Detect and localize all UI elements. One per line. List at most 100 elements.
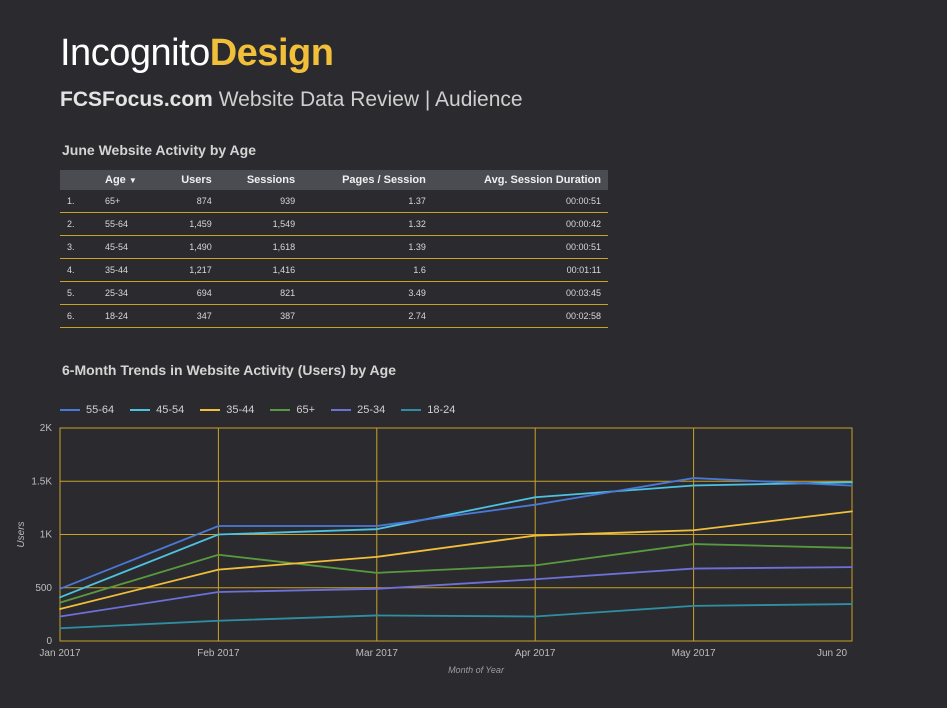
cell-age: 18-24: [98, 304, 160, 328]
cell-pages-per-session: 3.49: [302, 281, 433, 305]
header-age-label: Age: [105, 174, 126, 186]
data-point-18-24: [851, 603, 853, 605]
data-point-45-54: [59, 596, 61, 599]
x-tick-label: Jan 2017: [39, 648, 81, 659]
cell-sessions: 821: [218, 281, 303, 305]
data-point-25-34: [534, 578, 537, 581]
subtitle-site: FCSFocus.com: [60, 88, 213, 111]
x-tick-label: Feb 2017: [197, 648, 240, 659]
series-line-65+: [59, 543, 853, 604]
data-point-35-44: [851, 510, 853, 513]
y-tick-label: 500: [35, 583, 52, 594]
header-pages-per-session[interactable]: Pages / Session: [342, 174, 426, 186]
data-point-65+: [851, 547, 853, 549]
cell-age: 25-34: [98, 281, 160, 305]
data-point-65+: [59, 601, 61, 604]
data-point-55-64: [534, 503, 537, 506]
data-point-55-64: [851, 484, 853, 487]
data-point-18-24: [59, 627, 61, 630]
row-index: 3.: [60, 235, 98, 259]
legend-label: 18-24: [427, 404, 456, 416]
header-avg-session-duration[interactable]: Avg. Session Duration: [484, 174, 601, 186]
logo: IncognitoDesign: [60, 32, 334, 74]
legend-swatch: [401, 409, 422, 411]
x-tick-label: Jun 20: [817, 648, 847, 659]
series-line-25-34: [59, 566, 853, 618]
row-index: 4.: [60, 258, 98, 282]
logo-text-part2: Design: [209, 32, 334, 74]
legend-item-25-34[interactable]: 25-34: [331, 404, 385, 416]
y-axis-label: Users: [16, 521, 27, 547]
data-point-25-34: [375, 587, 378, 590]
sort-desc-icon[interactable]: ▼: [128, 176, 137, 185]
chart-legend: 55-64 45-54 35-44 65+ 25-34 18-24: [60, 404, 455, 416]
header-users[interactable]: Users: [181, 174, 212, 186]
legend-item-65+[interactable]: 65+: [270, 404, 315, 416]
legend-item-35-44[interactable]: 35-44: [200, 404, 254, 416]
cell-pages-per-session: 1.39: [302, 235, 433, 259]
row-index: 6.: [60, 304, 98, 328]
cell-users: 1,459: [159, 212, 219, 236]
data-point-45-54: [217, 533, 220, 536]
data-point-18-24: [534, 615, 537, 618]
header-age[interactable]: Age ▼: [98, 170, 159, 190]
cell-avg-duration: 00:02:58: [432, 304, 608, 328]
row-index: 1.: [60, 190, 98, 213]
legend-label: 65+: [296, 404, 316, 416]
row-index: 5.: [60, 281, 98, 305]
page-subtitle: FCSFocus.com Website Data Review | Audie…: [60, 88, 523, 112]
data-point-25-34: [851, 566, 853, 568]
cell-avg-duration: 00:01:11: [432, 258, 608, 282]
cell-avg-duration: 00:00:51: [432, 235, 608, 259]
x-tick-label: Mar 2017: [356, 648, 399, 659]
data-point-65+: [375, 571, 378, 574]
data-point-65+: [217, 553, 220, 556]
legend-swatch: [200, 409, 221, 411]
cell-avg-duration: 00:00:42: [432, 212, 608, 236]
cell-users: 1,490: [159, 235, 219, 259]
legend-swatch: [331, 409, 352, 411]
series-line-18-24: [59, 603, 853, 630]
data-point-55-64: [217, 525, 220, 527]
table-row: 1. 65+ 874 939 1.37 00:00:51: [60, 190, 608, 213]
data-point-45-54: [375, 528, 378, 531]
cell-sessions: 1,416: [218, 258, 303, 282]
x-axis-label: Month of Year: [448, 665, 505, 675]
cell-users: 874: [159, 190, 219, 213]
cell-pages-per-session: 1.6: [302, 258, 433, 282]
cell-age: 45-54: [98, 235, 160, 259]
data-point-45-54: [851, 481, 853, 484]
x-tick-label: May 2017: [672, 648, 716, 659]
legend-item-45-54[interactable]: 45-54: [130, 404, 184, 416]
data-point-35-44: [692, 529, 695, 532]
data-point-55-64: [692, 477, 695, 479]
data-point-25-34: [692, 567, 695, 570]
data-point-25-34: [59, 615, 61, 618]
legend-swatch: [270, 409, 291, 411]
data-point-18-24: [375, 614, 378, 617]
row-index: 2.: [60, 212, 98, 236]
data-point-35-44: [534, 534, 537, 537]
data-point-45-54: [692, 484, 695, 487]
series-line-45-54: [59, 481, 853, 599]
legend-label: 25-34: [357, 404, 386, 416]
data-point-45-54: [534, 496, 537, 499]
legend-item-55-64[interactable]: 55-64: [60, 404, 114, 416]
data-point-35-44: [217, 568, 220, 571]
header-sessions[interactable]: Sessions: [246, 174, 296, 186]
data-point-55-64: [59, 587, 61, 590]
cell-age: 55-64: [98, 212, 160, 236]
legend-item-18-24[interactable]: 18-24: [401, 404, 455, 416]
table-title: June Website Activity by Age: [62, 142, 256, 158]
table-header-row: Age ▼ Users Sessions Pages / Session Avg…: [60, 170, 608, 190]
table-row: 4. 35-44 1,217 1,416 1.6 00:01:11: [60, 258, 608, 282]
data-point-65+: [692, 543, 695, 545]
y-tick-label: 0: [46, 636, 52, 647]
cell-sessions: 1,549: [218, 212, 303, 236]
logo-text-part1: Incognito: [60, 32, 210, 74]
cell-users: 347: [159, 304, 219, 328]
chart-title: 6-Month Trends in Website Activity (User…: [62, 362, 396, 378]
data-point-35-44: [59, 608, 61, 610]
data-point-55-64: [375, 525, 378, 527]
